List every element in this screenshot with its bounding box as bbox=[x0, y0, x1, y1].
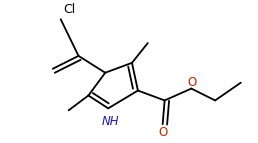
Text: NH: NH bbox=[101, 115, 119, 128]
Text: O: O bbox=[158, 126, 167, 139]
Text: O: O bbox=[188, 76, 197, 89]
Text: Cl: Cl bbox=[64, 3, 76, 16]
